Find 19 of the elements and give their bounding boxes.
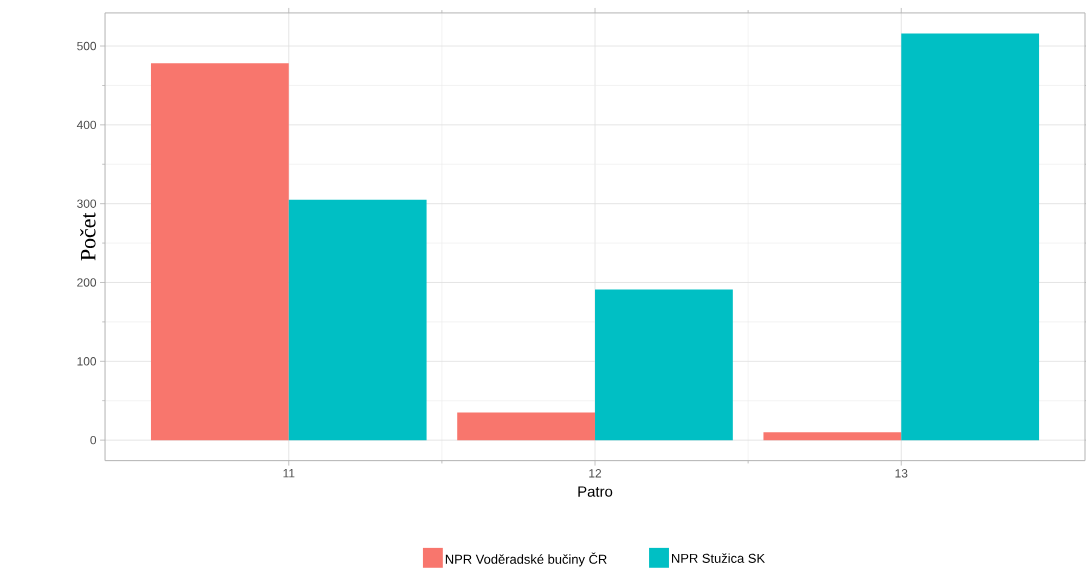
bar: [457, 412, 596, 441]
bar: [595, 289, 733, 441]
bar: [150, 63, 289, 441]
y-tick-label: 500: [77, 41, 97, 51]
x-tick-label: 13: [895, 469, 908, 478]
y-tick-label: 100: [77, 357, 97, 366]
y-tick-label: 200: [77, 278, 97, 287]
bar: [763, 432, 902, 441]
x-axis-title: Patro: [578, 486, 613, 497]
legend-label: NPR Stužica SK: [672, 553, 765, 563]
x-tick-label: 12: [589, 469, 602, 478]
y-tick-label: 400: [76, 120, 97, 130]
y-axis-title: Počet: [80, 212, 96, 261]
legend-label: NPR Voděradské bučiny ČR: [445, 552, 607, 567]
y-tick-label: 0: [90, 435, 97, 445]
y-tick-label: 300: [77, 199, 97, 208]
bar: [288, 199, 427, 441]
x-tick-label: 11: [283, 469, 295, 478]
bar: [901, 33, 1040, 441]
